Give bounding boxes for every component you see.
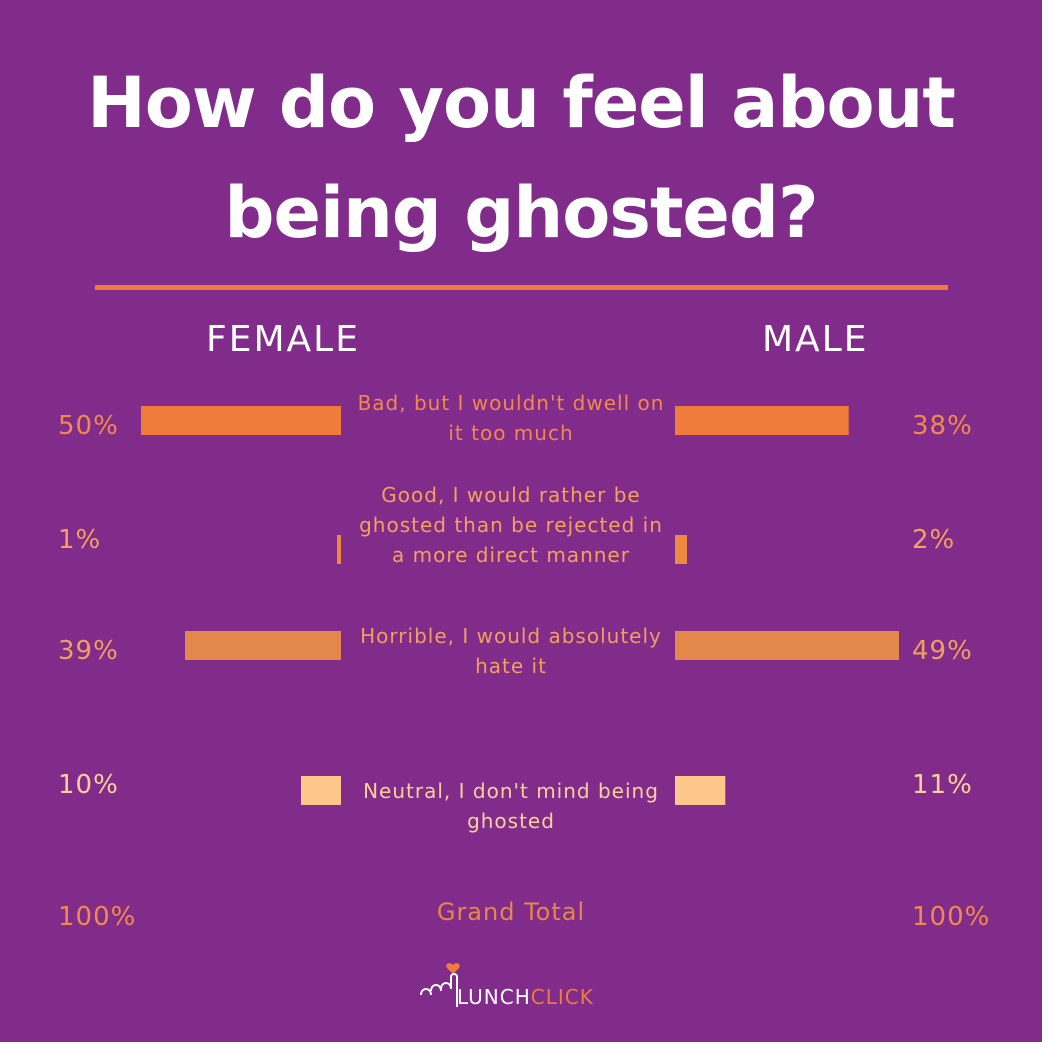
male-bar-1 — [675, 406, 849, 435]
category-label-3-line-1: Horrible, I would absolutely — [360, 624, 662, 648]
male-bar-2 — [675, 535, 687, 564]
category-label-2: Good, I would rather be ghosted than be r… — [351, 480, 671, 570]
category-label-1: Bad, but I wouldn't dwell on it too much — [351, 388, 671, 448]
male-total-value: 100% — [912, 902, 991, 932]
category-label-2-line-2: ghosted than be rejected in — [359, 513, 663, 537]
category-label-4-line-1: Neutral, I don't mind being — [363, 779, 659, 803]
category-label-4: Neutral, I don't mind being ghosted — [351, 776, 671, 836]
male-header: MALE — [762, 319, 869, 360]
female-value-3: 39% — [58, 636, 119, 666]
male-bar-4 — [675, 776, 726, 805]
female-bar-4 — [301, 776, 341, 805]
title-line-2: being ghosted? — [224, 172, 818, 254]
category-label-4-line-2: ghosted — [467, 809, 555, 833]
title-divider — [95, 285, 948, 290]
male-value-4: 11% — [912, 770, 973, 800]
female-value-1: 50% — [58, 411, 119, 441]
male-value-2: 2% — [912, 525, 956, 555]
category-label-1-line-1: Bad, but I wouldn't dwell on — [357, 391, 665, 415]
female-bar-2 — [337, 535, 341, 564]
female-value-4: 10% — [58, 770, 119, 800]
category-label-2-line-3: a more direct manner — [392, 543, 630, 567]
chart-title: How do you feel about being ghosted? — [0, 48, 1042, 268]
title-line-1: How do you feel about — [87, 62, 956, 144]
female-header: FEMALE — [206, 319, 360, 360]
female-total-value: 100% — [58, 902, 137, 932]
male-bar-3 — [675, 631, 899, 660]
female-value-2: 1% — [58, 525, 102, 555]
category-label-2-line-1: Good, I would rather be — [381, 483, 641, 507]
female-bar-3 — [185, 631, 341, 660]
category-label-3: Horrible, I would absolutely hate it — [351, 621, 671, 681]
logo-hand-heart-icon — [420, 963, 460, 1007]
male-value-3: 49% — [912, 636, 973, 666]
category-label-3-line-2: hate it — [475, 654, 547, 678]
male-value-1: 38% — [912, 411, 973, 441]
logo-lunch-text: LUNCH — [457, 985, 531, 1009]
logo-click-text: CLICK — [530, 985, 594, 1009]
grand-total-label: Grand Total — [436, 898, 586, 926]
lunchclick-logo: LUNCHCLICK — [419, 955, 609, 1015]
logo-wordmark: LUNCHCLICK — [457, 985, 594, 1009]
female-bar-1 — [141, 406, 341, 435]
category-label-1-line-2: it too much — [448, 421, 574, 445]
